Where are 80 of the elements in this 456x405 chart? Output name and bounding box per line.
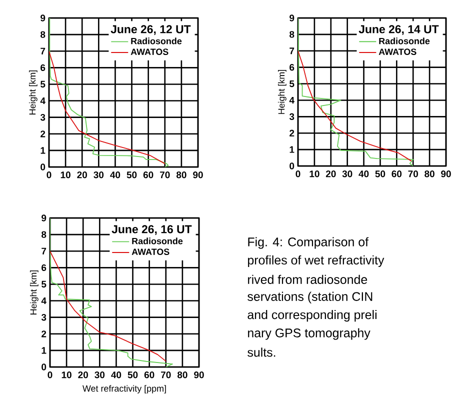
x-tick-label: 0 <box>48 372 52 378</box>
legend-title: June 26, 12 UT <box>110 25 191 35</box>
x-tick-label: 60 <box>392 170 402 178</box>
y-tick-label: 3 <box>41 314 46 321</box>
y-tick-label: 2 <box>42 330 46 338</box>
legend-label: AWATOS <box>132 248 170 255</box>
text: profiles of wet refractivity <box>248 255 384 267</box>
x-tick-label: 30 <box>342 170 352 178</box>
y-tick-label: 5 <box>40 80 46 88</box>
x-tick-label: 40 <box>358 170 369 178</box>
y-tick-label: 6 <box>40 64 46 72</box>
y-tick-label: 5 <box>290 80 294 88</box>
legend-title: June 26, 16 UT <box>112 225 192 235</box>
y-tick-label: 4 <box>40 98 46 104</box>
x-tick-label: 50 <box>375 170 386 178</box>
text: sults. <box>248 348 276 357</box>
y-tick-label: 3 <box>40 114 46 121</box>
x-tick-label: 90 <box>441 170 451 178</box>
text: servations (station CIN <box>248 292 372 304</box>
x-tick-label: 50 <box>128 372 138 378</box>
y-tick-label: 4 <box>41 298 46 304</box>
y-tick-label: 7 <box>290 48 294 54</box>
legend-label: Radiosonde <box>131 38 182 44</box>
x-tick-label: 60 <box>144 372 154 378</box>
y-tick-label: 1 <box>42 347 46 354</box>
y-tick-label: 1 <box>290 146 294 153</box>
y-tick-label: 1 <box>40 147 46 154</box>
caption: Fig. 4: Comparison of <box>248 237 369 249</box>
y-tick-label: 9 <box>290 14 294 22</box>
x-tick-label: 90 <box>194 372 204 378</box>
y-tick-label: 9 <box>42 214 46 222</box>
y-tick-label: 8 <box>42 231 46 238</box>
x-tick-label: 10 <box>310 170 320 178</box>
legend-title: June 26, 14 UT <box>358 25 439 35</box>
x-tick-label: 40 <box>111 372 122 378</box>
x-tick-label: 70 <box>408 170 418 178</box>
y-tick-label: 5 <box>42 280 46 288</box>
y-tick-label: 2 <box>290 130 294 136</box>
y-tick-label: 0 <box>290 162 294 170</box>
legend-label: AWATOS <box>378 48 416 55</box>
y-tick-label: 9 <box>40 14 46 22</box>
x-tick-label: 50 <box>126 172 137 178</box>
y-axis-title: Height [km] <box>30 270 38 314</box>
y-tick-label: 0 <box>42 364 46 370</box>
x-tick-label: 0 <box>296 170 300 178</box>
x-tick-label: 80 <box>424 170 434 178</box>
legend-label: Radiosonde <box>379 38 430 44</box>
x-tick-label: 0 <box>46 172 52 178</box>
x-tick-label: 90 <box>193 172 203 178</box>
x-tick-label: 30 <box>94 372 105 378</box>
y-tick-label: 6 <box>290 64 294 71</box>
y-tick-label: 4 <box>289 96 294 104</box>
y-axis-title: Height [km] <box>29 70 38 114</box>
legend-label: Radiosonde <box>132 238 183 244</box>
x-tick-label: 30 <box>94 172 104 178</box>
text: nary GPS tomography <box>248 328 370 340</box>
x-tick-label: 80 <box>177 372 188 378</box>
x-tick-label: 70 <box>160 172 170 178</box>
y-tick-label: 7 <box>42 248 46 254</box>
text: and corresponding preli <box>248 310 376 322</box>
x-tick-label: 10 <box>60 172 70 178</box>
legend-label: AWATOS <box>130 48 168 55</box>
x-tick-label: 40 <box>110 172 120 178</box>
x-tick-label: 20 <box>77 172 87 178</box>
x-axis-title: Wet refractivity [ppm] <box>82 385 166 394</box>
x-tick-label: 10 <box>62 372 72 378</box>
y-tick-label: 0 <box>40 164 46 170</box>
x-tick-label: 20 <box>78 372 88 378</box>
y-tick-label: 6 <box>42 264 46 272</box>
y-tick-label: 2 <box>40 130 46 138</box>
x-tick-label: 60 <box>143 172 154 178</box>
y-tick-label: 8 <box>290 31 294 38</box>
x-tick-label: 80 <box>176 172 186 178</box>
x-tick-label: 70 <box>161 372 171 378</box>
y-tick-label: 3 <box>289 113 294 120</box>
text: rived from radiosonde <box>248 274 368 284</box>
y-tick-label: 8 <box>40 31 46 38</box>
y-axis-title: Height [km] <box>278 70 286 114</box>
x-tick-label: 20 <box>326 170 336 178</box>
y-tick-label: 7 <box>40 48 46 54</box>
